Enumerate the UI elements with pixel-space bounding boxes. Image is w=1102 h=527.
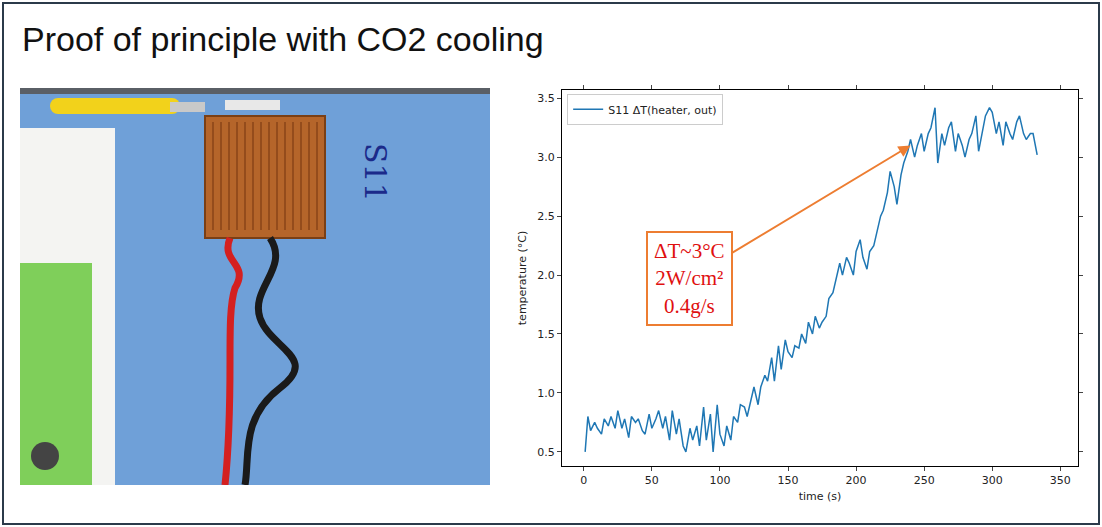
svg-text:time (s): time (s)	[799, 490, 842, 503]
svg-text:2.0: 2.0	[537, 269, 555, 282]
svg-text:S11 ΔT(heater, out): S11 ΔT(heater, out)	[608, 104, 716, 117]
svg-text:1.5: 1.5	[537, 328, 555, 341]
svg-text:250: 250	[914, 474, 935, 487]
svg-text:2.5: 2.5	[537, 210, 555, 223]
svg-text:200: 200	[846, 474, 867, 487]
svg-text:300: 300	[982, 474, 1003, 487]
svg-text:0.5: 0.5	[537, 446, 555, 459]
svg-text:ΔT~3°C2W/cm²0.4g/s: ΔT~3°C2W/cm²0.4g/s	[654, 239, 725, 318]
html-text:Proof of principle with CO2 co: Proof of principle with CO2 cooling	[22, 20, 544, 58]
svg-text:1.0: 1.0	[537, 387, 555, 400]
svg-text:3.0: 3.0	[537, 151, 555, 164]
svg-text:S11: S11	[358, 143, 393, 202]
svg-text:temperature (°C): temperature (°C)	[516, 231, 529, 325]
svg-text:100: 100	[709, 474, 730, 487]
svg-text:0: 0	[580, 474, 587, 487]
svg-text:350: 350	[1050, 474, 1071, 487]
svg-text:3.5: 3.5	[537, 92, 555, 105]
svg-text:150: 150	[778, 474, 799, 487]
svg-text:50: 50	[645, 474, 659, 487]
